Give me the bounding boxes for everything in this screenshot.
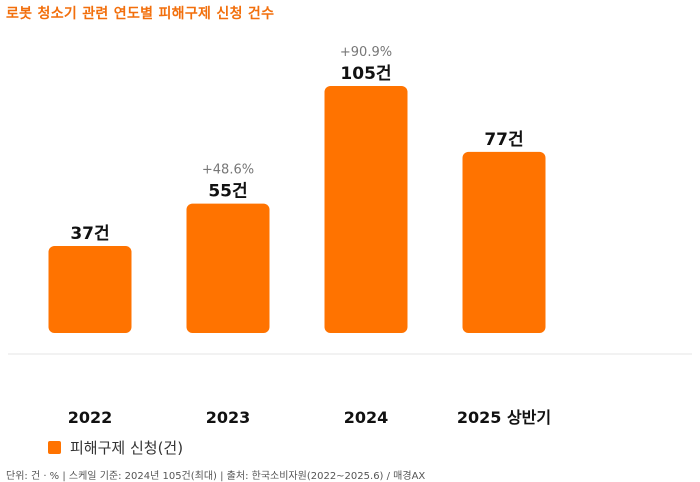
x-tick-label: 2022 — [68, 408, 113, 427]
chart-title: 로봇 청소기 관련 연도별 피해구제 신청 건수 — [6, 6, 275, 22]
legend: 피해구제 신청(건) — [48, 437, 183, 458]
x-tick-label: 2024 — [344, 408, 389, 427]
change-label: +48.6% — [202, 163, 254, 178]
bar — [186, 203, 270, 333]
bar — [324, 86, 408, 333]
source-footer: 단위: 건 · % | 스케일 기준: 2024년 105건(최대) | 출처:… — [6, 471, 426, 482]
data-label: 105건 — [340, 64, 391, 84]
bar — [462, 151, 546, 333]
legend-label: 피해구제 신청(건) — [70, 439, 184, 457]
bar — [48, 245, 132, 333]
data-label: 77건 — [484, 130, 523, 150]
x-tick-label: 2025 상반기 — [457, 408, 551, 427]
data-label: 37건 — [70, 224, 109, 244]
legend-swatch — [48, 441, 61, 454]
bars-layer: 37건 2022 55건 +48.6% 2023 105건 +90.9% 2024 77건 202… — [48, 45, 551, 427]
change-label: +90.9% — [340, 45, 392, 60]
data-label: 55건 — [208, 182, 247, 202]
x-tick-label: 2023 — [206, 408, 251, 427]
